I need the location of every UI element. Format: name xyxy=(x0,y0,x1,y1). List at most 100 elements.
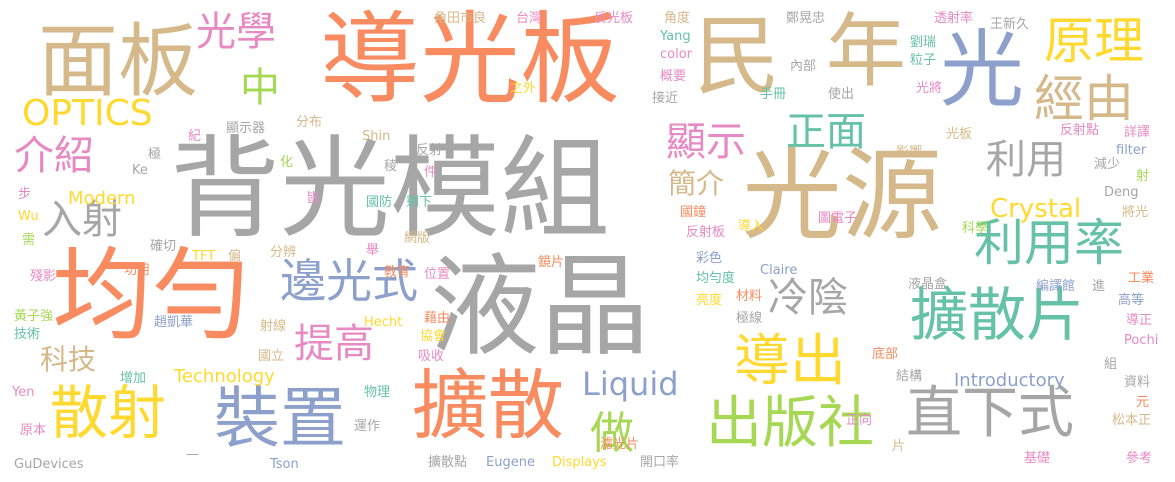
word-higher: 高等 xyxy=(1118,293,1145,308)
word-min: 民 xyxy=(694,7,780,107)
word-screen-print: 網版 xyxy=(404,231,431,246)
word-cold-cathode: 冷陰 xyxy=(768,275,848,321)
word-will-light: 將光 xyxy=(1122,205,1149,220)
word-light-guide-plate: 導光板 xyxy=(320,1,620,118)
word-structure: 結構 xyxy=(896,369,923,384)
word-tft: TFT xyxy=(192,249,216,264)
word-uniform: 均勻 xyxy=(52,237,252,354)
word-interior: 內部 xyxy=(790,59,817,74)
word-lc-cell: 液晶盒 xyxy=(908,277,948,292)
word-gudevices: GuDevices xyxy=(14,457,84,472)
word-ke: Ke xyxy=(132,163,148,178)
word-lead-out: 導出 xyxy=(734,329,846,394)
word-brief-intro: 簡介 xyxy=(668,167,725,200)
word-national-defense: 國防 xyxy=(366,195,393,210)
word-technology: Technology xyxy=(174,366,275,387)
word-filter: filter xyxy=(1116,143,1147,158)
word-color: color xyxy=(660,47,693,62)
word-resolution: 分辨 xyxy=(270,245,297,260)
word-wu: Wu xyxy=(18,209,39,224)
word-liquid-crystal-zh: 液晶 xyxy=(430,243,650,371)
word-introduction: 介紹 xyxy=(14,133,94,179)
word-year: 年 xyxy=(826,5,906,98)
word-technology-zh: 科技 xyxy=(40,343,97,376)
word-tsunoda: 角田市良 xyxy=(434,11,487,26)
word-need: 需 xyxy=(22,233,36,248)
word-influence: 影響 xyxy=(896,145,923,160)
word-edge-lit: 邊光式 xyxy=(280,254,418,308)
word-tson: Tson xyxy=(270,457,299,472)
word-increase: 增加 xyxy=(120,371,147,386)
word-utilize: 利用 xyxy=(986,137,1066,183)
word-diffusion-dot: 擴散點 xyxy=(428,455,468,470)
word-display: 顯示 xyxy=(666,119,746,165)
word-yang: Yang xyxy=(660,29,691,44)
word-liquid: Liquid xyxy=(582,365,679,403)
word-reflect: 反射 xyxy=(416,143,443,158)
word-position: 位置 xyxy=(424,267,451,282)
word-light-source: 光源 xyxy=(742,137,942,254)
word-wang: 王新久 xyxy=(990,17,1030,32)
word-introductory: Introductory xyxy=(954,370,1065,391)
word-taiwan: 台灣 xyxy=(516,11,543,26)
word-lead-in: 導入 xyxy=(738,219,765,234)
word-technique: 技術 xyxy=(14,327,41,342)
word-reflection-dot: 反射點 xyxy=(1060,123,1100,138)
word-hua: 化 xyxy=(280,155,294,170)
word-lens: 鏡片 xyxy=(538,255,565,270)
word-via: 經由 xyxy=(1034,70,1134,128)
word-light: 光 xyxy=(940,21,1025,119)
word-angle: 角度 xyxy=(664,11,691,26)
word-by-means-of: 藉由 xyxy=(424,311,451,326)
word-manual: 手冊 xyxy=(760,87,787,102)
word-advance: 進 xyxy=(1092,279,1106,294)
word-diffuser-sheet: 擴散片 xyxy=(910,281,1085,349)
word-aperture-ratio: 開口率 xyxy=(640,455,680,470)
word-step: 步 xyxy=(18,187,32,202)
word-transmittance: 透射率 xyxy=(934,11,974,26)
word-incidence: 入射 xyxy=(42,197,122,243)
word-claire: Claire xyxy=(760,263,798,278)
word-guozhong: 國鐘 xyxy=(680,205,707,220)
word-reduce: 減少 xyxy=(1094,157,1121,172)
word-ji: 紀 xyxy=(188,129,202,144)
word-zhao: 趙凱華 xyxy=(154,315,194,330)
word-utilization-rate: 利用率 xyxy=(974,214,1124,272)
word-absorb: 吸收 xyxy=(418,349,445,364)
word-industry: 工業 xyxy=(1128,271,1155,286)
word-remaining: 剩下 xyxy=(406,195,433,210)
word-huang: 黃子強 xyxy=(14,309,54,324)
word-diffusion: 擴散 xyxy=(412,361,564,450)
word-bottom: 底部 xyxy=(872,347,899,362)
word-afterimage: 殘影 xyxy=(30,269,57,284)
word-prism: 稜 xyxy=(384,159,398,174)
word-foundation: 基礎 xyxy=(1024,451,1051,466)
word-education: 教育 xyxy=(384,265,411,280)
word-national: 國立 xyxy=(258,349,285,364)
word-item: 件 xyxy=(424,165,438,180)
word-graph-electronics: 圖電子 xyxy=(818,211,858,226)
word-crystal: Crystal xyxy=(990,194,1082,224)
word-scattering: 散射 xyxy=(50,379,167,447)
word-distribution: 分布 xyxy=(296,115,323,130)
word-association: 協會 xyxy=(420,329,447,344)
word-piece: 片 xyxy=(892,439,906,454)
word-originally: 原本 xyxy=(20,423,47,438)
word-pole: 極 xyxy=(148,147,162,162)
word-reflector: 反光板 xyxy=(594,11,634,26)
word-data: 資料 xyxy=(1124,375,1151,390)
word-group: 組 xyxy=(1104,357,1118,372)
word-reflection-plate: 反射板 xyxy=(686,225,726,240)
word-compilation-bureau: 編譯館 xyxy=(1036,279,1076,294)
word-light-will: 光將 xyxy=(916,81,943,96)
word-cheng: 鄭晃忠 xyxy=(786,11,826,26)
word-light-plate: 光板 xyxy=(946,127,973,142)
word-detailed-translation: 詳譯 xyxy=(1124,125,1151,140)
word-liu-rui: 劉瑞 xyxy=(910,35,937,50)
word-colour: 彩色 xyxy=(696,251,723,266)
word-principle: 原理 xyxy=(1044,12,1144,70)
word-operation: 運作 xyxy=(354,419,381,434)
word-uniformity: 均勻度 xyxy=(696,271,736,286)
word-use-out: 使出 xyxy=(828,87,855,102)
word-publisher: 出版社 xyxy=(706,391,874,456)
